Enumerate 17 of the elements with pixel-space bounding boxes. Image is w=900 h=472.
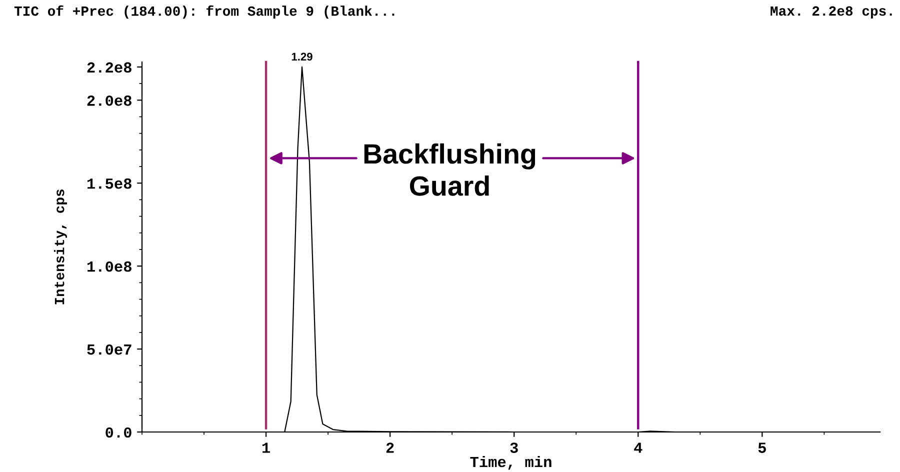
chart-subtitle: Max. 2.2e8 cps. (770, 6, 892, 18)
x-tick-label: 2 (386, 442, 394, 453)
x-tick-label: 4 (634, 442, 642, 453)
annotation: 1.29 (292, 52, 312, 61)
y-tick-label: 5.0e7 (87, 344, 132, 355)
y-tick-label: 1.0e8 (87, 261, 132, 272)
annotation: Backflushing Guard (364, 143, 536, 196)
y-tick-label: 1.5e8 (87, 178, 132, 189)
y-axis-title: Intensity, cps (54, 190, 67, 304)
x-axis-title: Time, min (470, 456, 552, 470)
y-tick-label: 0.0 (106, 427, 132, 438)
y-tick-label: 2.0e8 (87, 95, 132, 106)
chart-title: TIC of +Prec (184.00): from Sample 9 (Blank... (14, 5, 394, 19)
x-tick-label: 5 (758, 442, 766, 453)
x-tick-label: 3 (510, 442, 518, 453)
y-tick-label: 2.2e8 (87, 62, 132, 73)
x-tick-label: 1 (262, 442, 270, 453)
